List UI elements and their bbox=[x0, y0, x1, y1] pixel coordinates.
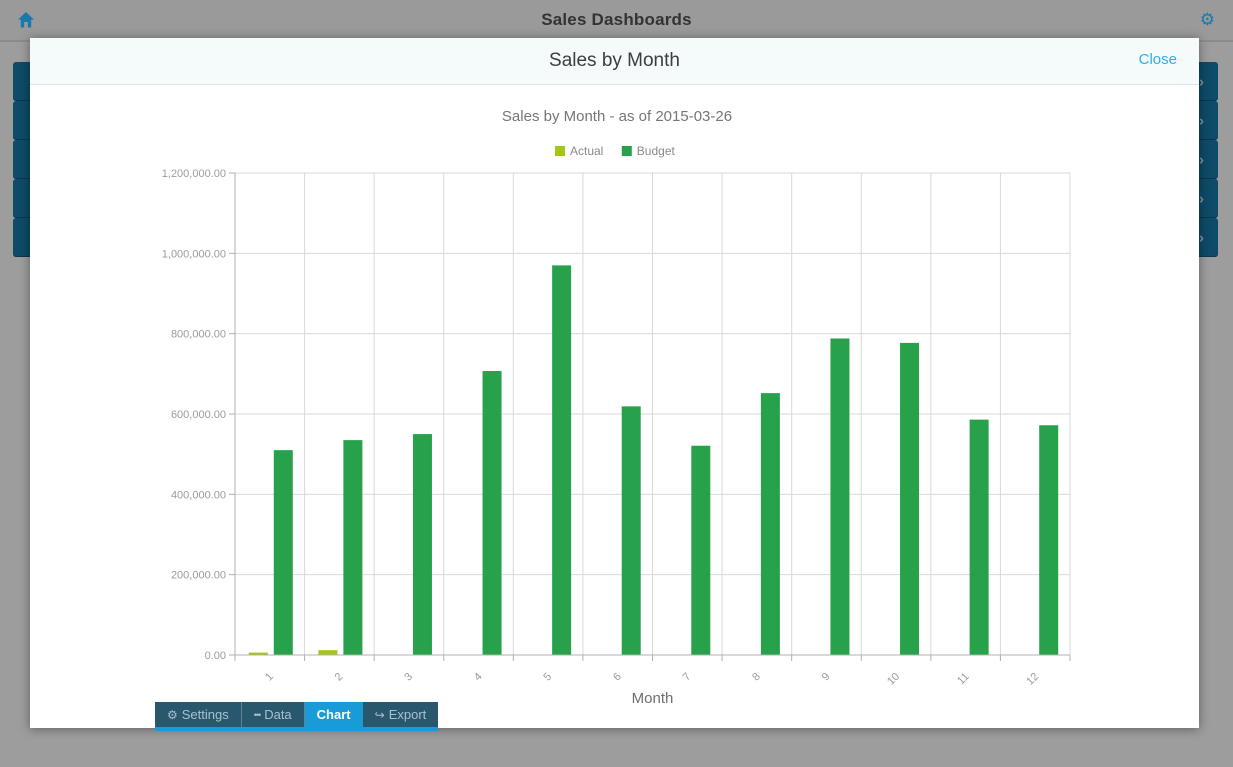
svg-text:800,000.00: 800,000.00 bbox=[171, 329, 226, 341]
close-button[interactable]: Close bbox=[1138, 51, 1177, 68]
svg-text:200,000.00: 200,000.00 bbox=[171, 570, 226, 582]
svg-text:Sales by Month - as of 2015-03: Sales by Month - as of 2015-03-26 bbox=[502, 108, 732, 125]
svg-text:Month: Month bbox=[632, 690, 674, 707]
svg-text:5: 5 bbox=[541, 671, 554, 684]
tab-label: Settings bbox=[181, 707, 229, 722]
modal-title: Sales by Month bbox=[549, 50, 680, 71]
svg-text:600,000.00: 600,000.00 bbox=[171, 409, 226, 421]
svg-text:8: 8 bbox=[750, 671, 763, 684]
sales-chart: 0.00 200,000.00 400,000.00 600,000.00 800,00… bbox=[162, 108, 1071, 707]
dots-icon: ••• bbox=[253, 709, 262, 720]
svg-text:Budget: Budget bbox=[637, 144, 676, 158]
sales-by-month-modal: Sales by Month Close 0.00 200,000.00 400,0… bbox=[30, 38, 1199, 731]
svg-text:11: 11 bbox=[955, 671, 972, 688]
gear-icon: ⚙ bbox=[167, 707, 178, 722]
tab-label: Data bbox=[264, 707, 292, 722]
svg-text:0.00: 0.00 bbox=[205, 650, 226, 662]
tab-settings[interactable]: ⚙ Settings bbox=[155, 702, 242, 727]
tab-label: Chart bbox=[316, 707, 351, 722]
topbar: Sales Dashboards ⚙ bbox=[0, 0, 1233, 42]
svg-text:4: 4 bbox=[472, 671, 485, 684]
svg-text:1,000,000.00: 1,000,000.00 bbox=[162, 248, 226, 260]
home-icon[interactable] bbox=[17, 11, 35, 29]
export-arrow-icon: ↪ bbox=[374, 707, 385, 722]
chevron-right-icon: › bbox=[1199, 190, 1204, 207]
active-tab-strip bbox=[155, 727, 439, 731]
chevron-right-icon: › bbox=[1199, 151, 1204, 168]
svg-text:12: 12 bbox=[1024, 671, 1041, 688]
tab-chart[interactable]: Chart bbox=[304, 702, 363, 727]
svg-text:3: 3 bbox=[402, 671, 415, 684]
svg-text:10: 10 bbox=[885, 671, 902, 688]
svg-text:6: 6 bbox=[611, 671, 624, 684]
tab-export[interactable]: ↪ Export bbox=[362, 702, 439, 727]
chevron-right-icon: › bbox=[1199, 229, 1204, 246]
svg-text:Actual: Actual bbox=[570, 144, 603, 158]
svg-text:2: 2 bbox=[333, 671, 346, 684]
app-title: Sales Dashboards bbox=[541, 10, 692, 29]
tab-label: Export bbox=[388, 707, 427, 722]
svg-text:7: 7 bbox=[681, 671, 694, 684]
chevron-right-icon: › bbox=[1199, 73, 1204, 90]
chevron-right-icon: › bbox=[1199, 112, 1204, 129]
svg-text:400,000.00: 400,000.00 bbox=[171, 489, 226, 501]
svg-text:1: 1 bbox=[263, 671, 276, 684]
svg-text:9: 9 bbox=[820, 671, 833, 684]
gear-icon[interactable]: ⚙ bbox=[1199, 10, 1215, 29]
modal-header: Sales by Month Close bbox=[30, 38, 1199, 85]
chart-tabbar: ⚙ Settings ••• Data Chart ↪ Export bbox=[155, 702, 439, 731]
svg-text:1,200,000.00: 1,200,000.00 bbox=[162, 168, 226, 180]
tab-data[interactable]: ••• Data bbox=[241, 702, 305, 727]
